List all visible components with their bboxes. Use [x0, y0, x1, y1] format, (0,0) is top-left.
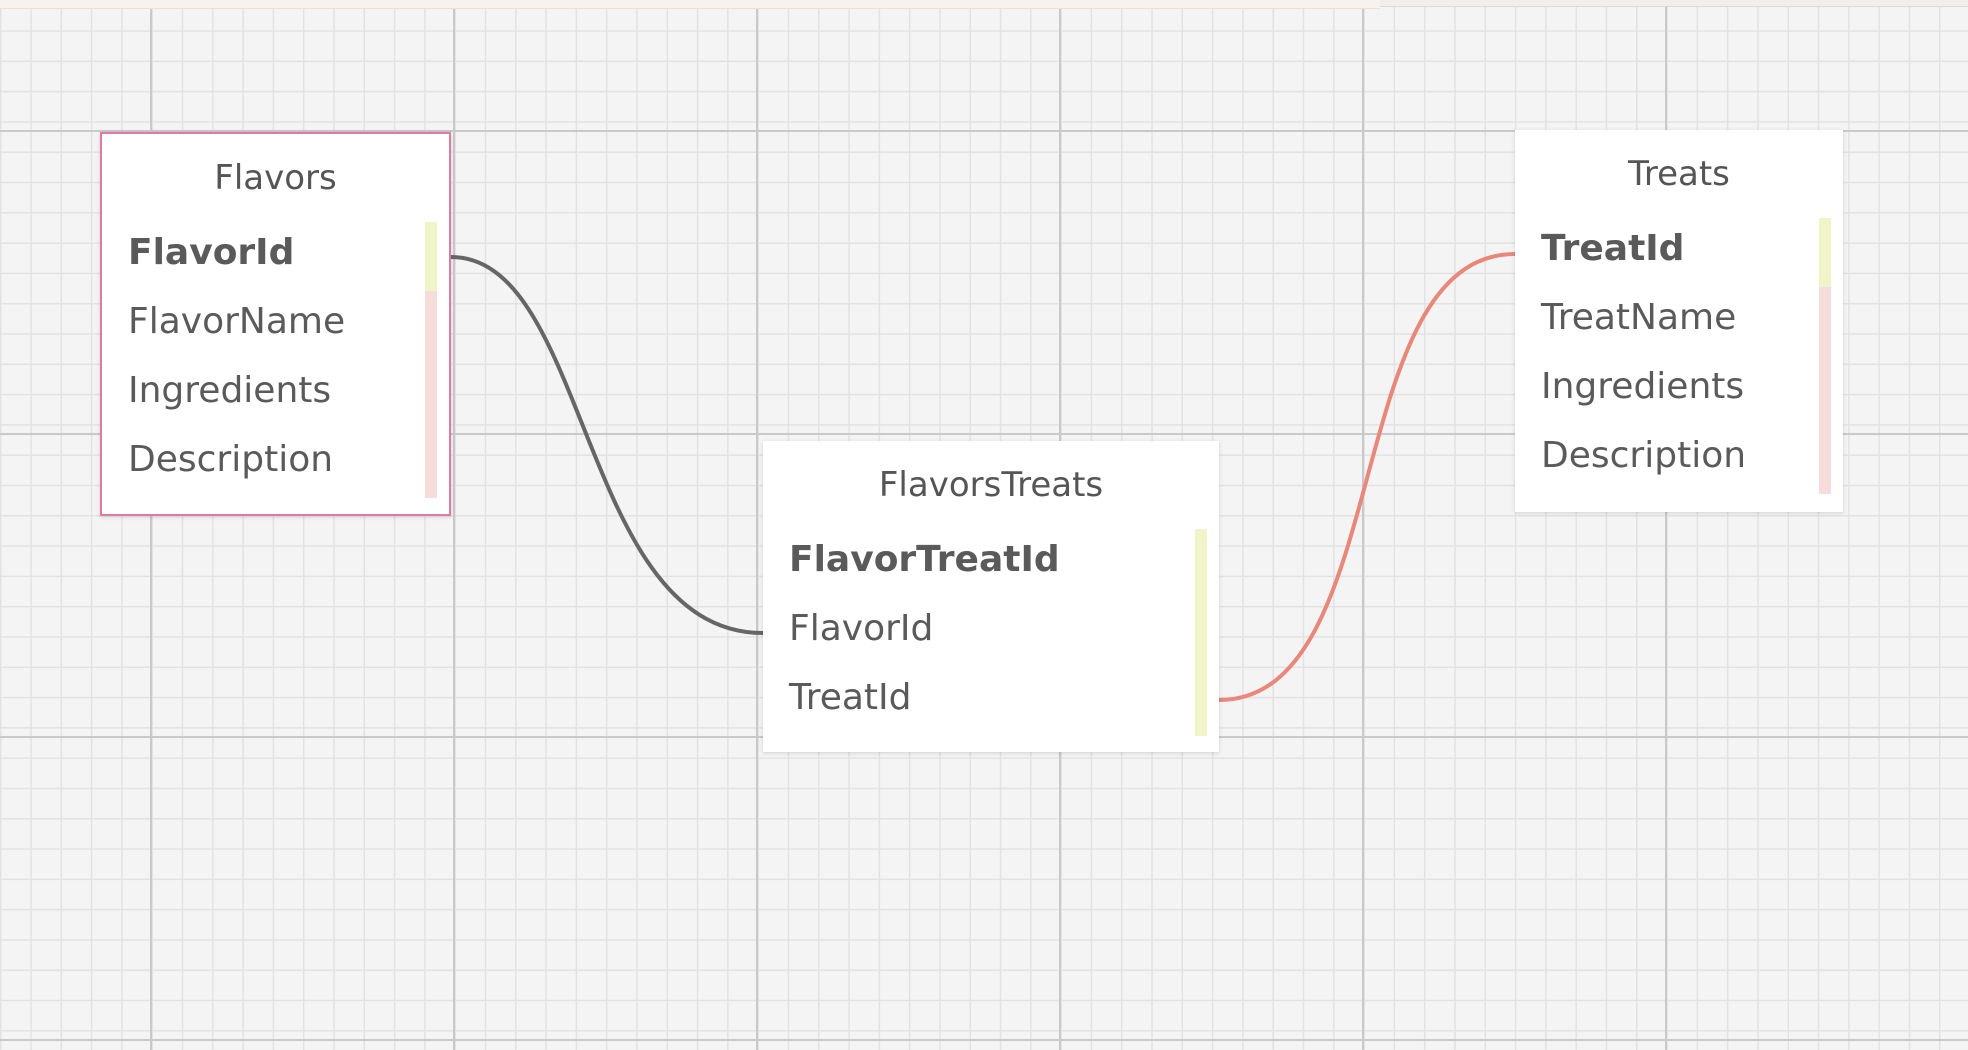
key-marker-treats [1819, 218, 1831, 494]
table-flavors[interactable]: Flavors FlavorId FlavorName Ingredients … [100, 132, 451, 516]
field-flavorid-fk[interactable]: FlavorId [789, 608, 934, 649]
field-treatname[interactable]: TreatName [1541, 297, 1737, 338]
field-treat-ingredients[interactable]: Ingredients [1541, 366, 1745, 407]
table-title-flavors-treats: FlavorsTreats [878, 465, 1104, 505]
field-treatid-fk[interactable]: TreatId [789, 677, 912, 718]
top-edge-strip [0, 0, 1380, 9]
table-treats[interactable]: Treats TreatId TreatName Ingredients Des… [1515, 130, 1843, 512]
field-flavorname[interactable]: FlavorName [128, 301, 346, 342]
field-treat-description[interactable]: Description [1541, 435, 1747, 476]
field-treatid[interactable]: TreatId [1541, 228, 1685, 269]
field-flavortreatid[interactable]: FlavorTreatId [789, 539, 1060, 580]
top-edge-strip-right [1380, 0, 1968, 7]
field-description[interactable]: Description [128, 439, 334, 480]
key-marker-flavors-treats [1195, 529, 1207, 736]
table-title-flavors: Flavors [214, 158, 337, 198]
table-title-treats: Treats [1628, 154, 1730, 194]
field-flavorid[interactable]: FlavorId [128, 232, 295, 273]
key-marker-flavors [425, 222, 437, 498]
field-ingredients[interactable]: Ingredients [128, 370, 332, 411]
table-flavors-treats[interactable]: FlavorsTreats FlavorTreatId FlavorId Tre… [763, 441, 1219, 752]
